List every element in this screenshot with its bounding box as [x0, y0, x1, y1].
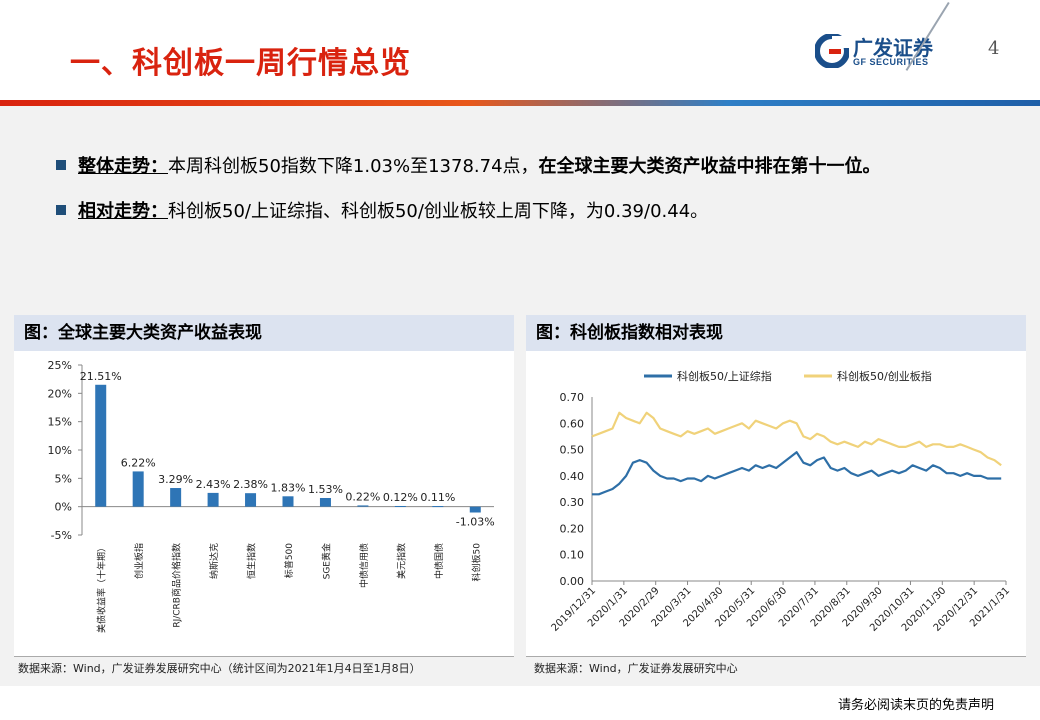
bar	[319, 497, 331, 507]
bar	[207, 492, 219, 507]
bar-value-label: 21.51%	[80, 370, 122, 383]
bullet-square-icon	[56, 160, 66, 170]
y-tick-label: 0.00	[560, 575, 585, 588]
bar-value-label: 0.12%	[383, 491, 418, 504]
bar-value-label: 1.53%	[308, 483, 343, 496]
bar	[95, 384, 107, 507]
legend-label: 科创板50/上证综指	[677, 369, 772, 383]
x-category-label: 科创板50	[470, 543, 482, 582]
page-title: 一、科创板一周行情总览	[70, 46, 411, 81]
left-chart-source: 数据来源：Wind，广发证券发展研究中心（统计区间为2021年1月4日至1月8日…	[18, 662, 421, 675]
bullet-text: 科创板50/上证综指、科创板50/创业板较上周下降，为0.39/0.44。	[168, 201, 709, 222]
y-tick-label: 0.50	[560, 444, 585, 457]
left-source-rule	[14, 656, 514, 657]
left-chart-panel: 图：全球主要大类资产收益表现 25% 20% 15% 10% 5% 0% -5% 21.51%…	[14, 315, 514, 657]
bar	[282, 496, 294, 507]
y-tick-label: 0.60	[560, 417, 585, 430]
asset-returns-bar-chart: 25% 20% 15% 10% 5% 0% -5% 21.51% 美债收益率（十年期） 6.22%…	[48, 359, 495, 633]
bar	[245, 493, 257, 507]
y-tick-label: -5%	[51, 529, 72, 542]
bar-value-label: 6.22%	[121, 456, 156, 469]
y-tick-label: 0%	[55, 501, 72, 514]
bar	[132, 471, 144, 507]
y-tick-label: 15%	[48, 416, 72, 429]
bar	[394, 505, 406, 507]
bullet-square-icon	[56, 205, 66, 215]
right-chart-source: 数据来源：Wind，广发证券发展研究中心	[534, 662, 738, 675]
bullet-text: 本周科创板50指数下降1.03%至1378.74点，	[168, 156, 539, 177]
x-category-label: 中债信用债	[358, 543, 370, 588]
disclaimer: 请务必阅读末页的免责声明	[838, 698, 995, 713]
x-category-label: 纳斯达克	[208, 543, 220, 579]
x-category-label: 美债收益率（十年期）	[96, 543, 108, 633]
x-category-label: 美元指数	[395, 543, 407, 579]
series-line	[592, 451, 1002, 496]
bullet-label: 相对走势：	[78, 201, 168, 222]
bar-value-label: 1.83%	[271, 481, 306, 494]
y-tick-label: 0.30	[560, 496, 585, 509]
series-line	[591, 411, 1002, 467]
page-number: 4	[988, 38, 1000, 59]
x-category-label: SGE黄金	[320, 543, 332, 579]
company-logo: 广发证券 GF SECURITIES	[815, 28, 945, 74]
x-category-label: 创业板指	[133, 543, 145, 579]
left-chart-title: 图：全球主要大类资产收益表现	[14, 315, 514, 351]
x-category-label: 标普500	[283, 543, 295, 578]
bullet-label: 整体走势：	[78, 156, 168, 177]
bar-value-label: -1.03%	[456, 516, 495, 529]
x-category-label: 恒生指数	[246, 543, 258, 579]
bar	[170, 488, 182, 507]
bar-value-label: 2.38%	[233, 478, 268, 491]
bar-value-label: 0.11%	[420, 491, 455, 504]
bar	[357, 505, 369, 507]
header-color-bar	[0, 100, 1040, 106]
right-source-rule	[526, 656, 1026, 657]
y-tick-label: 0.10	[560, 549, 585, 562]
y-tick-label: 10%	[48, 444, 72, 457]
bar	[432, 506, 444, 508]
y-tick-label: 5%	[55, 472, 72, 485]
bullet-relative-trend: 相对走势：科创板50/上证综指、科创板50/创业板较上周下降，为0.39/0.4…	[56, 197, 708, 223]
star-market-relative-line-chart: 科创板50/上证综指 科创板50/创业板指 0.70 0.60 0.50 0.40 0.30…	[550, 369, 1013, 634]
bar-value-label: 2.43%	[196, 478, 231, 491]
y-tick-label: 0.70	[560, 391, 585, 404]
y-tick-label: 0.20	[560, 522, 585, 535]
x-category-label: 中债国债	[433, 543, 445, 579]
y-tick-label: 25%	[48, 359, 72, 372]
x-category-label: RJ/CRB商品价格指数	[171, 543, 183, 628]
bar	[469, 506, 481, 513]
y-tick-label: 20%	[48, 387, 72, 400]
gf-logo-icon	[815, 34, 849, 68]
bar-value-label: 3.29%	[158, 473, 193, 486]
bullet-overall-trend: 整体走势：本周科创板50指数下降1.03%至1378.74点，在全球主要大类资产…	[56, 152, 881, 178]
legend-label: 科创板50/创业板指	[837, 369, 932, 383]
right-chart-title: 图：科创板指数相对表现	[526, 315, 1026, 351]
right-chart-panel: 图：科创板指数相对表现 科创板50/上证综指 科创板50/创业板指 0.70 0.60…	[526, 315, 1026, 657]
bar-value-label: 0.22%	[345, 490, 380, 503]
y-tick-label: 0.40	[560, 470, 585, 483]
bullet-bold-text: 在全球主要大类资产收益中排在第十一位。	[538, 156, 881, 177]
logo-en-text: GF SECURITIES	[853, 57, 929, 67]
